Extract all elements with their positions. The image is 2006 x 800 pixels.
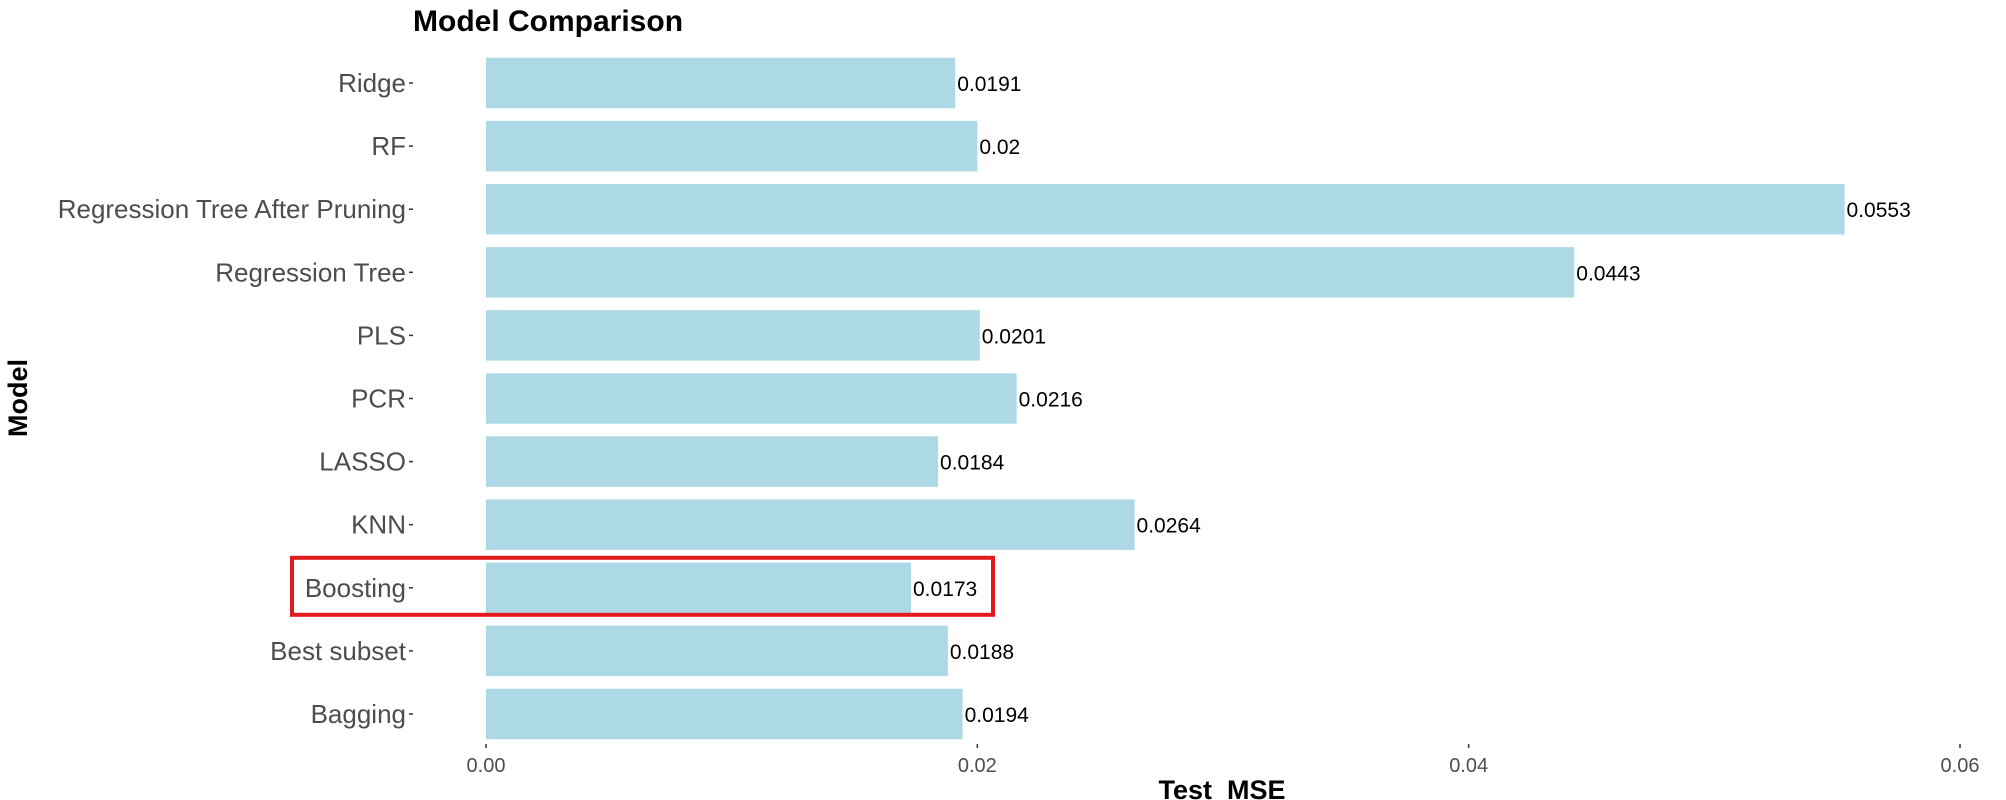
bar-rf: [486, 120, 978, 172]
data-label-bagging: 0.0194: [965, 704, 1030, 727]
data-labels-group: 0.0194 0.0188 0.0173 0.0264 0.0184 0.0216 0.02…: [913, 73, 1911, 727]
data-label-regression-tree: 0.0443: [1576, 262, 1640, 285]
data-label-knn: 0.0264: [1137, 515, 1202, 538]
highlight-layer: [290, 555, 995, 617]
data-label-pls: 0.0201: [982, 325, 1046, 348]
bar-regression-tree: [486, 247, 1575, 298]
y-tick-label-bagging: Bagging: [311, 699, 406, 729]
y-tick-label-boosting: Boosting: [305, 573, 406, 603]
bar-best-subset: [486, 625, 948, 677]
data-label-rf: 0.02: [979, 136, 1020, 159]
y-axis-title: Model: [3, 359, 33, 437]
y-tick-label-rf: RF: [371, 131, 406, 161]
y-axis: Bagging Best subset Boosting KNN LASSO PCR PLS…: [58, 68, 413, 729]
x-tick-label-2: 0.04: [1449, 755, 1488, 777]
y-tick-label-knn: KNN: [351, 510, 406, 540]
data-label-boosting: 0.0173: [913, 578, 977, 601]
bar-bagging: [486, 688, 963, 740]
y-tick-label-pls: PLS: [357, 320, 406, 350]
y-tick-label-ridge: Ridge: [338, 68, 406, 98]
bar-knn: [486, 499, 1135, 550]
data-label-lasso: 0.0184: [940, 452, 1005, 475]
data-label-ridge: 0.0191: [957, 73, 1021, 96]
y-tick-label-regression-tree-after-pruning: Regression Tree After Pruning: [58, 194, 406, 224]
bar-ridge: [486, 57, 956, 109]
bars-group: [486, 57, 1845, 740]
x-tick-label-3: 0.06: [1941, 755, 1980, 777]
y-tick-label-lasso: LASSO: [319, 447, 406, 477]
bar-pcr: [486, 373, 1017, 424]
chart-title: Model Comparison: [413, 5, 683, 38]
data-label-pcr: 0.0216: [1019, 389, 1083, 412]
bar-regression-tree-after-pruning: [486, 183, 1845, 235]
x-axis: 0.00 0.02 0.04 0.06: [467, 744, 1980, 777]
y-tick-label-regression-tree: Regression Tree: [215, 257, 406, 287]
data-label-regression-tree-after-pruning: 0.0553: [1847, 199, 1911, 222]
y-tick-label-best-subset: Best subset: [270, 636, 407, 666]
y-tick-label-pcr: PCR: [351, 384, 406, 414]
bar-boosting: [486, 562, 912, 614]
bar-lasso: [486, 436, 939, 487]
x-axis-title: Test_MSE: [1158, 775, 1285, 800]
x-tick-label-0: 0.00: [467, 755, 506, 777]
x-tick-label-1: 0.02: [958, 755, 997, 777]
highlight-box-boosting: [290, 555, 995, 617]
bar-pls: [486, 310, 980, 361]
data-label-best-subset: 0.0188: [950, 641, 1014, 664]
